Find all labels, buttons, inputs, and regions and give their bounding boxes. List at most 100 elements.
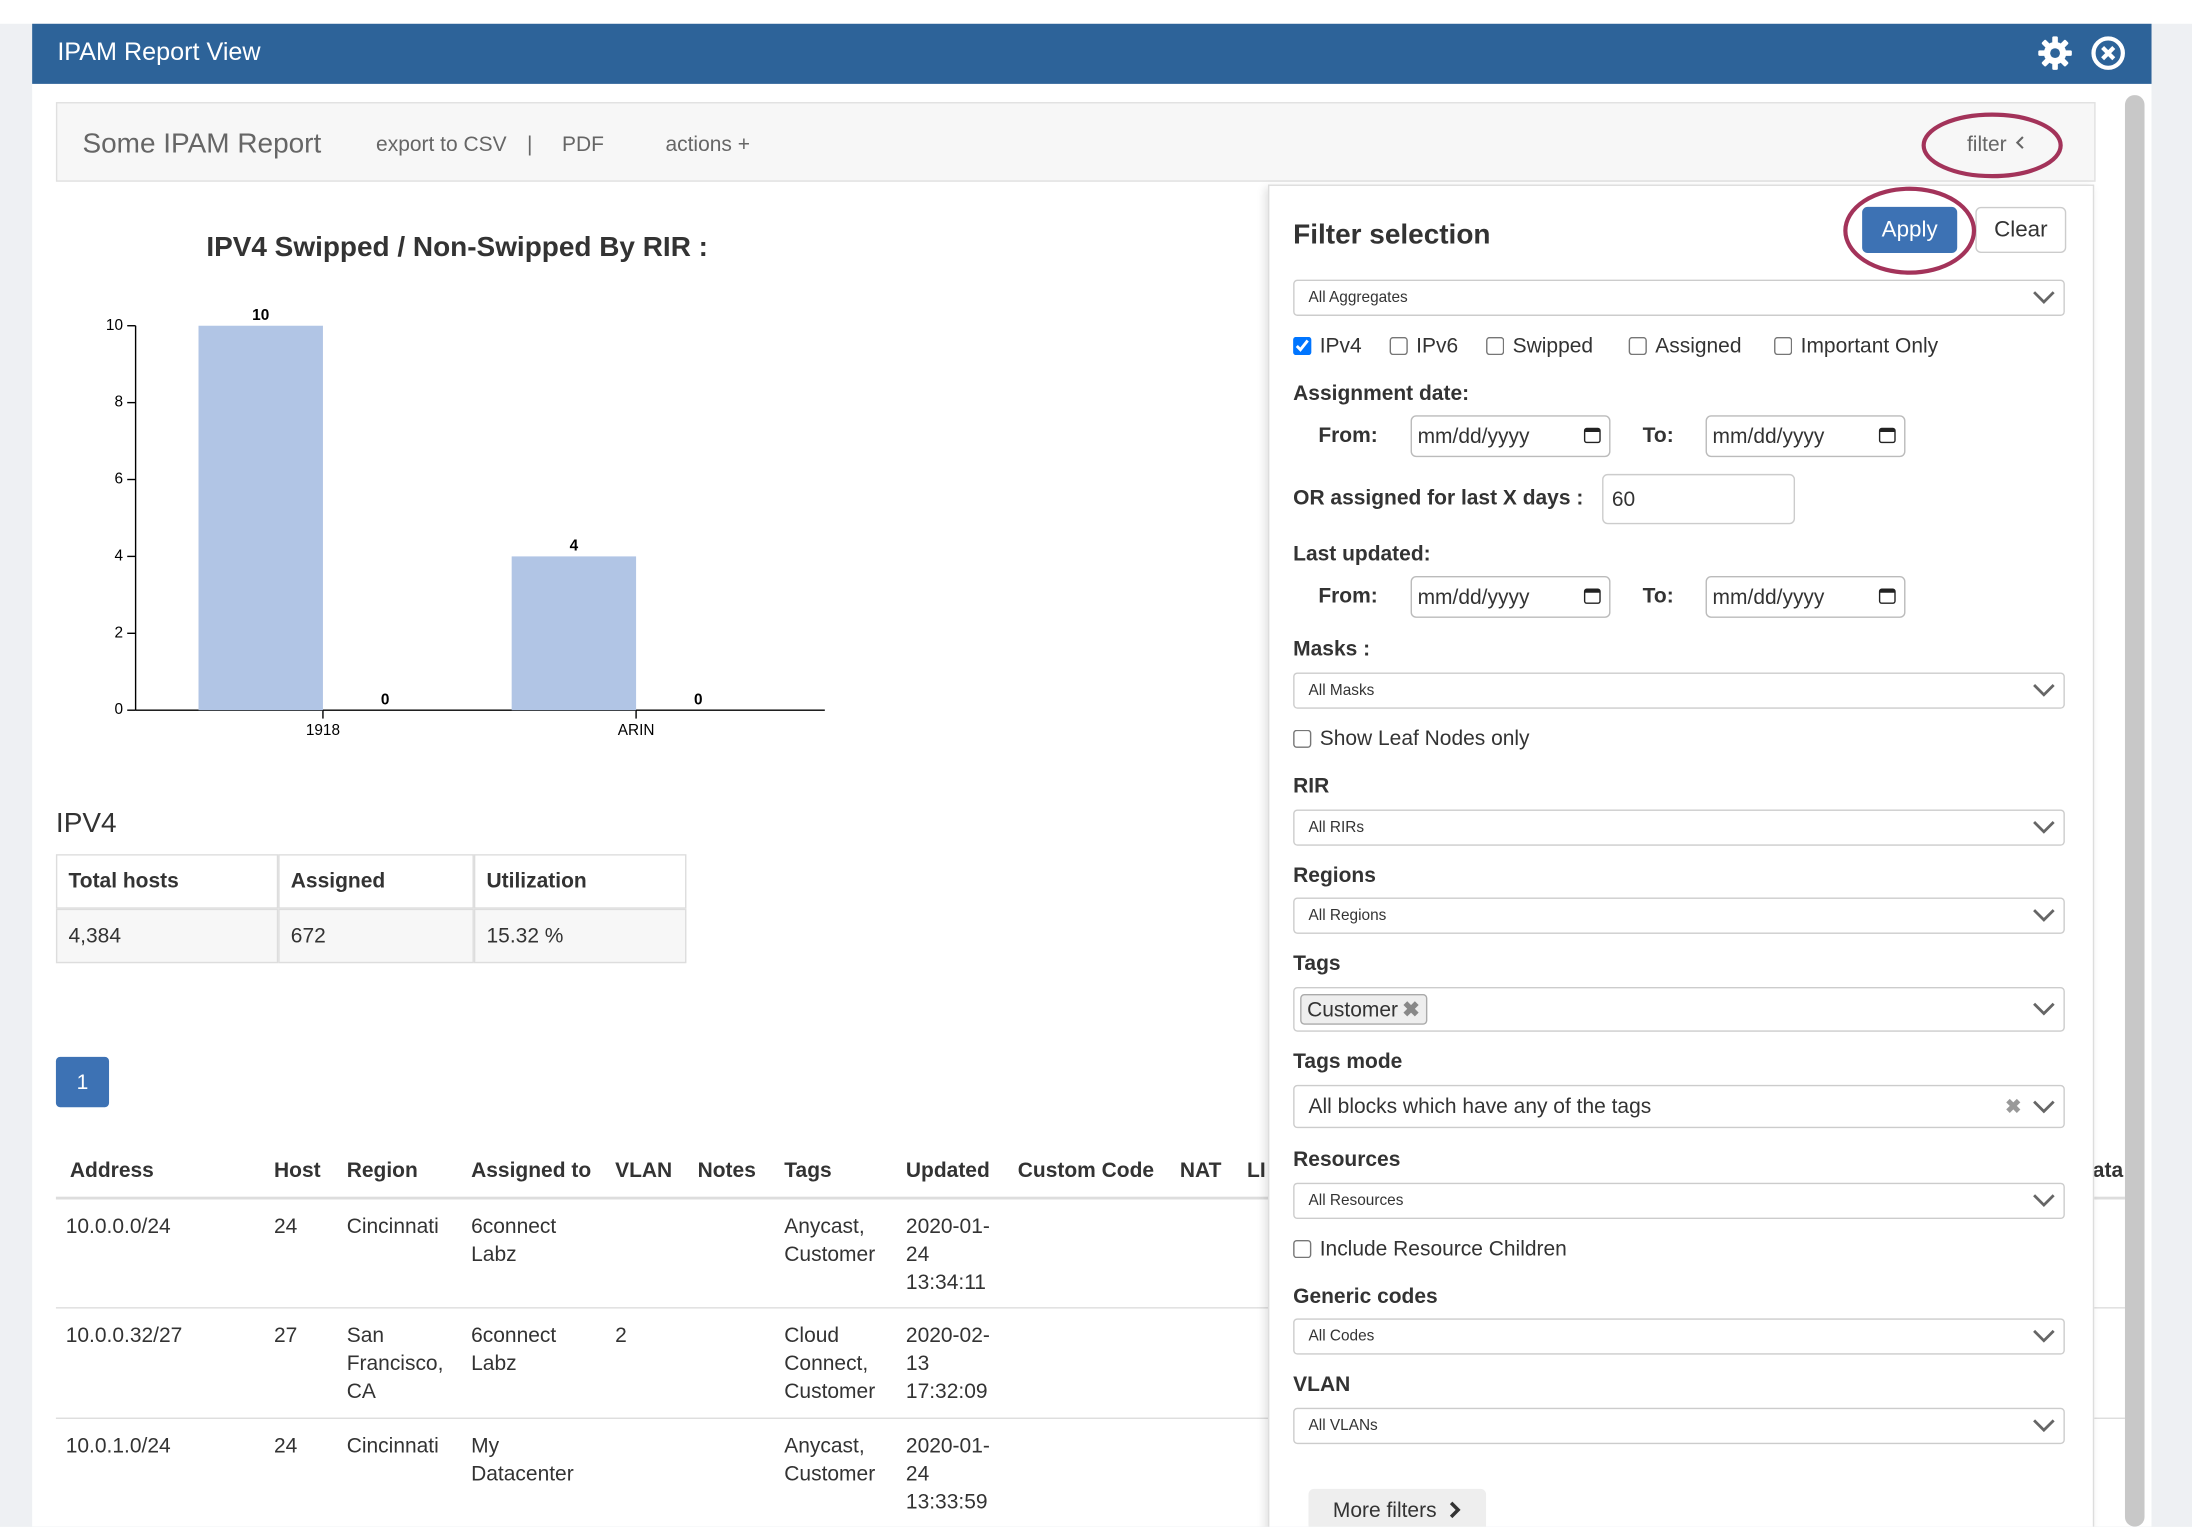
- date-input[interactable]: mm/dd/yyyy: [1410, 415, 1611, 458]
- filter-checkbox[interactable]: Assigned: [1628, 334, 1742, 358]
- column-header[interactable]: Notes: [697, 1158, 756, 1183]
- summary-header: Assigned: [278, 854, 474, 909]
- tag-chip[interactable]: Customer ✖: [1300, 993, 1427, 1025]
- column-header[interactable]: Address: [69, 1158, 154, 1183]
- chevron-down: [2033, 821, 2055, 834]
- settings-icon[interactable]: [2037, 35, 2073, 71]
- column-header[interactable]: Tags: [784, 1158, 832, 1183]
- vlan-select[interactable]: All VLANs: [1293, 1407, 2065, 1445]
- checkbox[interactable]: [1293, 336, 1312, 356]
- calendar-icon: [1878, 588, 1896, 604]
- report-name: Some IPAM Report: [82, 128, 322, 160]
- children-checkbox[interactable]: Include Resource Children: [1293, 1237, 1567, 1261]
- filter-checkbox[interactable]: Important Only: [1774, 334, 1938, 358]
- column-header[interactable]: ata: [2092, 1158, 2124, 1183]
- chevron-path: [2033, 1194, 2055, 1208]
- page-button[interactable]: 1: [55, 1056, 110, 1108]
- tags-mode-select[interactable]: All blocks which have any of the tags ✖: [1293, 1084, 2065, 1129]
- column-header[interactable]: Assigned to: [471, 1158, 592, 1183]
- checkbox-label: Assigned: [1655, 334, 1742, 358]
- resources-select[interactable]: All Resources: [1293, 1182, 2065, 1220]
- separator: |: [527, 132, 533, 157]
- scrollbar[interactable]: [2124, 95, 2145, 1527]
- filter-checkbox[interactable]: IPv6: [1389, 334, 1458, 358]
- masks-select[interactable]: All Masks: [1293, 672, 2065, 709]
- column-header[interactable]: VLAN: [615, 1158, 673, 1183]
- label: Assignment date:: [1293, 381, 1470, 406]
- column-header[interactable]: NAT: [1179, 1158, 1222, 1183]
- select-value: All Resources: [1308, 1192, 1404, 1210]
- checkbox[interactable]: [1293, 729, 1312, 748]
- table-cell: Anycast, Customer: [784, 1434, 876, 1487]
- select-value: All Regions: [1308, 907, 1387, 925]
- top-strip: [0, 0, 2192, 24]
- clear-icon[interactable]: ✖: [2005, 1094, 2022, 1118]
- checkbox[interactable]: [1774, 336, 1793, 356]
- chevron-path: [2033, 1002, 2055, 1016]
- checkbox[interactable]: [1389, 336, 1408, 356]
- date-input[interactable]: mm/dd/yyyy: [1705, 415, 1906, 458]
- left-gutter: [0, 23, 33, 1527]
- actions-menu[interactable]: actions +: [665, 132, 750, 157]
- column-header[interactable]: LI: [1247, 1158, 1266, 1183]
- checkbox[interactable]: [1628, 336, 1647, 356]
- table-cell: Cincinnati: [346, 1214, 439, 1239]
- chevron-down: [2033, 291, 2055, 304]
- days-input[interactable]: 60: [1602, 473, 1796, 525]
- summary-cell: 672: [278, 908, 474, 964]
- pdf-link[interactable]: PDF: [561, 132, 604, 157]
- date-input[interactable]: mm/dd/yyyy: [1705, 575, 1906, 618]
- chevron-down: [2033, 1099, 2055, 1113]
- table-cell: 24: [274, 1434, 298, 1459]
- column-header[interactable]: Region: [346, 1158, 418, 1183]
- y-tick-label: 4: [114, 547, 123, 564]
- regions-select[interactable]: All Regions: [1293, 897, 2065, 934]
- select-value: All Aggregates: [1308, 289, 1408, 307]
- chevron-path: [2033, 1419, 2055, 1433]
- filter-title: Filter selection: [1293, 219, 1491, 251]
- label: To:: [1642, 584, 1674, 609]
- y-tick-label: 0: [114, 701, 123, 718]
- checkbox-label: Swipped: [1512, 334, 1594, 358]
- filter-checkbox[interactable]: Swipped: [1486, 334, 1593, 358]
- date-input[interactable]: mm/dd/yyyy: [1410, 575, 1611, 618]
- table-cell: 10.0.0.0/24: [65, 1214, 171, 1239]
- clear-button[interactable]: Clear: [1975, 206, 2067, 254]
- checkbox[interactable]: [1293, 1240, 1312, 1259]
- label: Last updated:: [1293, 542, 1431, 567]
- label: Masks :: [1293, 637, 1371, 662]
- leaf-checkbox[interactable]: Show Leaf Nodes only: [1293, 727, 1530, 751]
- y-tick-label: 2: [114, 624, 123, 641]
- checkbox[interactable]: [1486, 336, 1505, 356]
- table-cell: Cloud Connect, Customer: [784, 1323, 876, 1404]
- calendar-icon: [1583, 427, 1601, 444]
- chevron-down: [2033, 1329, 2055, 1343]
- column-header[interactable]: Custom Code: [1017, 1158, 1155, 1183]
- chevron-down: [2033, 684, 2055, 697]
- filter-checkbox[interactable]: IPv4: [1293, 334, 1362, 358]
- tag-remove[interactable]: ✖: [1402, 998, 1420, 1022]
- placeholder: mm/dd/yyyy: [1712, 424, 1825, 449]
- export-csv[interactable]: export to CSV: [376, 132, 507, 157]
- label: Tags mode: [1293, 1049, 1403, 1074]
- aggregates-select[interactable]: All Aggregates: [1293, 279, 2065, 316]
- y-tick-label: 6: [114, 471, 123, 488]
- checkbox-label: IPv4: [1319, 334, 1362, 358]
- filter-toggle[interactable]: filter: [1967, 133, 2029, 157]
- right-gutter: [2151, 23, 2192, 1527]
- apply-button[interactable]: Apply: [1862, 206, 1958, 254]
- select-value: All Masks: [1308, 682, 1375, 699]
- tags-select[interactable]: Customer ✖: [1293, 986, 2065, 1032]
- column-header[interactable]: Host: [274, 1158, 321, 1183]
- bar: [511, 556, 637, 711]
- label: Regions: [1293, 863, 1376, 888]
- column-header[interactable]: Updated: [905, 1158, 990, 1183]
- rir-select[interactable]: All RIRs: [1293, 809, 2065, 846]
- codes-select[interactable]: All Codes: [1293, 1318, 2065, 1355]
- summary-header: Utilization: [473, 854, 687, 909]
- more-filters-button[interactable]: More filters: [1308, 1488, 1487, 1527]
- close-icon[interactable]: [2090, 35, 2126, 71]
- table-cell: San Francisco, CA: [346, 1323, 444, 1404]
- label: Tags: [1293, 952, 1341, 976]
- table-cell: 2020-01-24 13:34:11: [905, 1214, 990, 1295]
